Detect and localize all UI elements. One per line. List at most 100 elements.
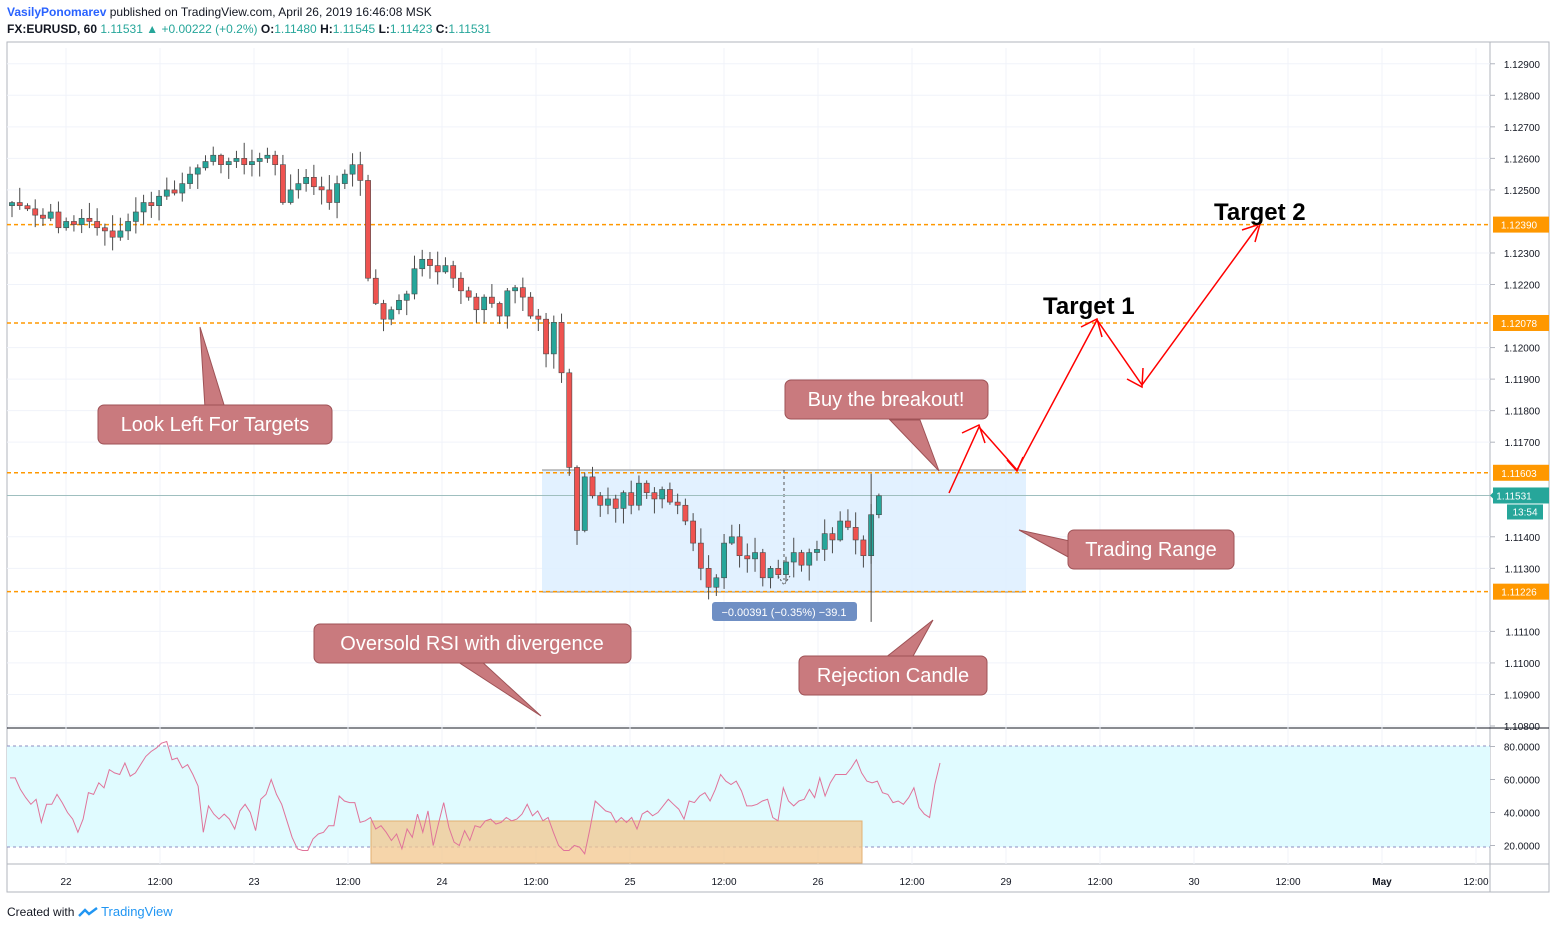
arrowhead-icon	[1080, 317, 1103, 338]
level-badge-label: 1.11603	[1501, 469, 1537, 480]
candle	[32, 199, 39, 228]
candle	[303, 169, 310, 192]
time-tick-label: 12:00	[899, 877, 924, 888]
candle	[806, 548, 813, 581]
candle	[117, 217, 124, 241]
price-tick-label: 1.11700	[1505, 438, 1541, 449]
candle	[674, 493, 681, 515]
callout-buy-breakout[interactable]: Buy the breakout!	[784, 379, 989, 472]
created-with-text: Created with	[7, 905, 75, 919]
footer: Created with TradingView	[7, 904, 173, 919]
candle	[47, 203, 54, 222]
price-tick-label: 1.11400	[1505, 533, 1541, 544]
projection-path[interactable]	[948, 225, 1259, 494]
candle	[109, 215, 116, 251]
time-tick-label: 12:00	[711, 877, 736, 888]
callout-look-left[interactable]: Look Left For Targets	[97, 326, 333, 445]
time-tick-label: 22	[60, 877, 72, 888]
candle	[605, 487, 611, 515]
price-tick-label: 1.12200	[1504, 281, 1541, 292]
price-tick-label: 1.12800	[1504, 91, 1541, 102]
candle	[9, 200, 15, 218]
candle	[790, 537, 797, 578]
candle	[249, 149, 255, 177]
price-tick-label: 1.11300	[1505, 564, 1541, 575]
candle	[845, 509, 851, 531]
candle	[148, 191, 155, 218]
candle	[349, 153, 356, 187]
tradingview-link[interactable]: TradingView	[101, 904, 173, 919]
symbol-name[interactable]: FX:EURUSD, 60	[7, 22, 98, 36]
time-tick-label: 12:00	[1087, 877, 1112, 888]
target-2-label[interactable]: Target 2	[1214, 199, 1306, 226]
candle	[628, 480, 635, 515]
time-tick-label: 30	[1188, 877, 1200, 888]
candle	[334, 175, 340, 219]
price-tick-label: 1.11100	[1505, 627, 1540, 638]
open-label: O:	[260, 22, 275, 36]
candle	[535, 308, 542, 332]
candle	[78, 209, 85, 234]
candle	[163, 177, 170, 200]
candle	[427, 251, 433, 279]
high-value: 1.11545	[332, 22, 376, 36]
target-1-label[interactable]: Target 1	[1043, 293, 1135, 320]
rsi-divergence-box[interactable]	[370, 820, 863, 864]
rsi-tick-label: 20.0000	[1504, 842, 1541, 853]
candle	[752, 537, 758, 572]
callout-rejection[interactable]: Rejection Candle	[798, 619, 988, 696]
measure-label-text: −0.00391 (−0.35%) −39.1	[721, 607, 846, 619]
candle	[814, 540, 820, 561]
candle	[125, 213, 131, 240]
callout-trading-range[interactable]: Trading Range	[1018, 529, 1235, 570]
price-axis-labels: 1.12900 1.12800 1.12700 1.12600 1.12500 1.123…	[1490, 60, 1540, 733]
candle	[210, 146, 217, 166]
rsi-line	[10, 740, 941, 855]
author-link[interactable]: VasilyPonomarev	[7, 5, 107, 19]
callout-look-left-text: Look Left For Targets	[121, 414, 310, 436]
candle	[357, 151, 364, 196]
candle	[40, 208, 46, 226]
level-price-badges: 1.12390 1.12078 1.11603 1.11226	[1493, 216, 1549, 600]
time-tick-label: 24	[436, 877, 448, 888]
candle	[411, 255, 418, 300]
candle	[318, 176, 325, 205]
candle	[612, 494, 619, 523]
candle	[574, 465, 580, 545]
candle	[597, 492, 604, 517]
price-tick-label: 1.12900	[1504, 60, 1541, 71]
candle	[24, 203, 31, 212]
candle	[202, 155, 209, 171]
time-tick-label: 12:00	[523, 877, 548, 888]
price-tick-label: 1.10800	[1504, 722, 1541, 733]
price-tick-label: 1.12300	[1504, 249, 1541, 260]
candle	[101, 223, 108, 246]
price-tick-label: 1.12000	[1504, 344, 1541, 355]
candle	[140, 194, 147, 225]
candle	[875, 493, 882, 519]
candle	[697, 528, 704, 581]
candle	[287, 174, 294, 205]
candle	[543, 312, 549, 368]
countdown-text: 13:54	[1512, 507, 1537, 518]
time-tick-label: 26	[812, 877, 824, 888]
candle	[63, 217, 70, 231]
candle	[403, 290, 410, 316]
price-tick-label: 1.12500	[1504, 186, 1541, 197]
time-tick-label: May	[1372, 877, 1392, 888]
up-triangle-icon: ▲	[146, 22, 159, 36]
candle	[713, 574, 720, 596]
candle	[488, 284, 495, 308]
candle	[512, 284, 518, 304]
candle	[690, 513, 697, 552]
price-tick-label: 1.11800	[1505, 407, 1541, 418]
level-badge-label: 1.12078	[1501, 319, 1538, 330]
candle	[736, 524, 743, 568]
candle	[767, 565, 774, 589]
candle	[279, 154, 286, 205]
candle	[55, 201, 62, 234]
callout-oversold[interactable]: Oversold RSI with divergence	[313, 623, 632, 717]
measure-label[interactable]: −0.00391 (−0.35%) −39.1	[712, 602, 857, 621]
candle	[837, 511, 844, 542]
